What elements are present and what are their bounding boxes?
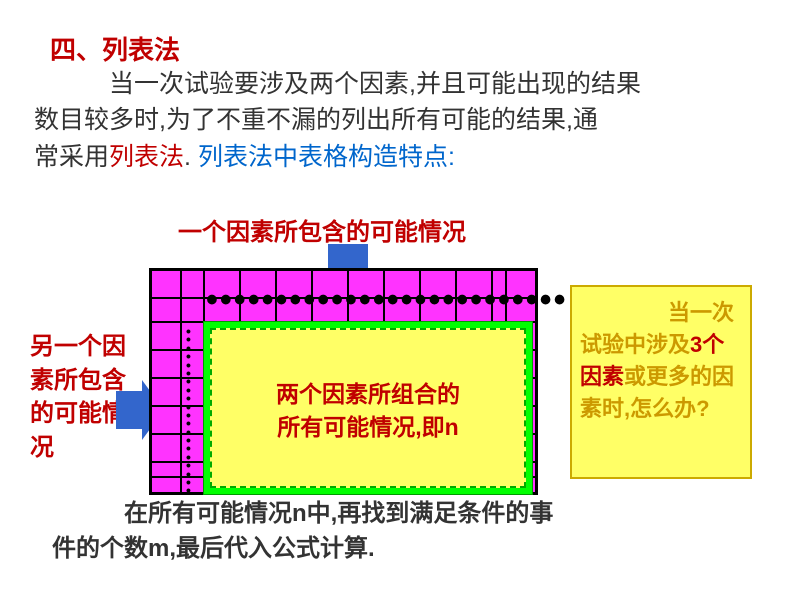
callout-box: 当一次试验中涉及3个因素或更多的因素时,怎么办?	[570, 285, 752, 479]
t: 所有可能情况,即n	[277, 414, 458, 440]
dots-vertical: • • • • • • • • • • • • • • • • • • • •	[186, 327, 191, 495]
bottom-line1: 在所有可能情况n中,再找到满足条件的事	[52, 497, 752, 532]
para-line2: 数目较多时,为了不重不漏的列出所有可能的结果,通	[34, 102, 764, 138]
t: .	[184, 143, 198, 171]
para-line3: 常采用列表法. 列表法中表格构造特点:	[34, 139, 764, 175]
t: 两个因素所组合的	[276, 381, 460, 407]
inner-caption: 两个因素所组合的 所有可能情况,即n	[212, 378, 524, 445]
accent-term: 列表法	[109, 143, 184, 171]
intro-paragraph: 当一次试验要涉及两个因素,并且可能出现的结果 数目较多时,为了不重不漏的列出所有…	[34, 66, 764, 175]
bottom-paragraph: 在所有可能情况n中,再找到满足条件的事 件的个数m,最后代入公式计算.	[52, 497, 752, 567]
bottom-line2: 件的个数m,最后代入公式计算.	[52, 532, 752, 567]
inner-green-box: 两个因素所组合的 所有可能情况,即n	[203, 321, 533, 495]
t: 常采用	[34, 143, 109, 171]
inner-yellow-box: 两个因素所组合的 所有可能情况,即n	[210, 328, 526, 488]
slide: { "heading": {"text": "四、列表法", "color": …	[0, 0, 794, 596]
table-diagram: •••••••••••••••••••••••••• • • • • • • •…	[149, 268, 538, 495]
blue-term: 列表法中表格构造特点:	[198, 143, 455, 171]
section-heading: 四、列表法	[50, 30, 180, 67]
top-factor-label: 一个因素所包含的可能情况	[178, 212, 466, 247]
dots-horizontal: ••••••••••••••••••••••••••	[206, 283, 568, 317]
para-line1: 当一次试验要涉及两个因素,并且可能出现的结果	[34, 66, 764, 102]
